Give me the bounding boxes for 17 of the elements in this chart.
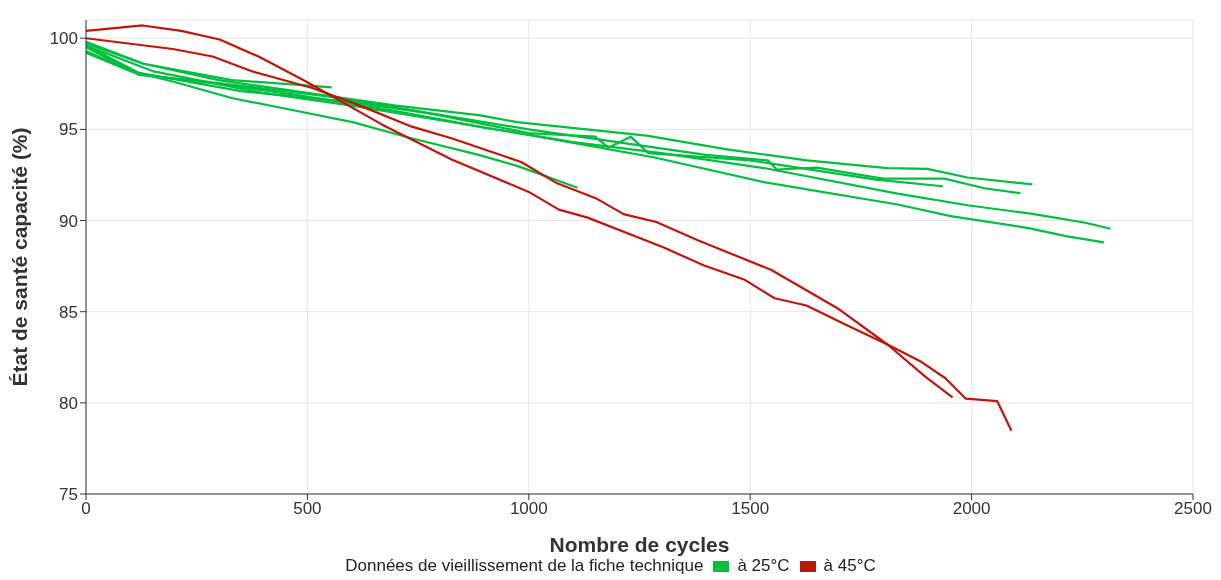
x-tick-label: 2500 bbox=[1174, 499, 1212, 519]
y-tick-label: 75 bbox=[59, 485, 78, 505]
y-tick-label: 85 bbox=[59, 302, 78, 322]
x-tick-label: 0 bbox=[81, 499, 91, 519]
y-tick-label: 90 bbox=[59, 211, 78, 231]
x-tick-label: 2000 bbox=[952, 499, 991, 519]
legend-title: Données de vieillissement de la fiche technique bbox=[345, 556, 704, 576]
y-axis-title: État de santé capacité (%) bbox=[8, 127, 32, 387]
legend-label: à 45°C bbox=[823, 556, 876, 576]
y-tick-label: 100 bbox=[49, 29, 78, 49]
x-tick-label: 1500 bbox=[731, 499, 770, 519]
legend-label: à 25°C bbox=[737, 556, 790, 576]
y-tick-label: 80 bbox=[59, 393, 78, 413]
x-axis-title: Nombre de cycles bbox=[549, 533, 730, 556]
x-tick-label: 500 bbox=[293, 499, 322, 519]
y-tick-label: 95 bbox=[59, 120, 78, 140]
x-tick-label: 1000 bbox=[509, 499, 548, 519]
